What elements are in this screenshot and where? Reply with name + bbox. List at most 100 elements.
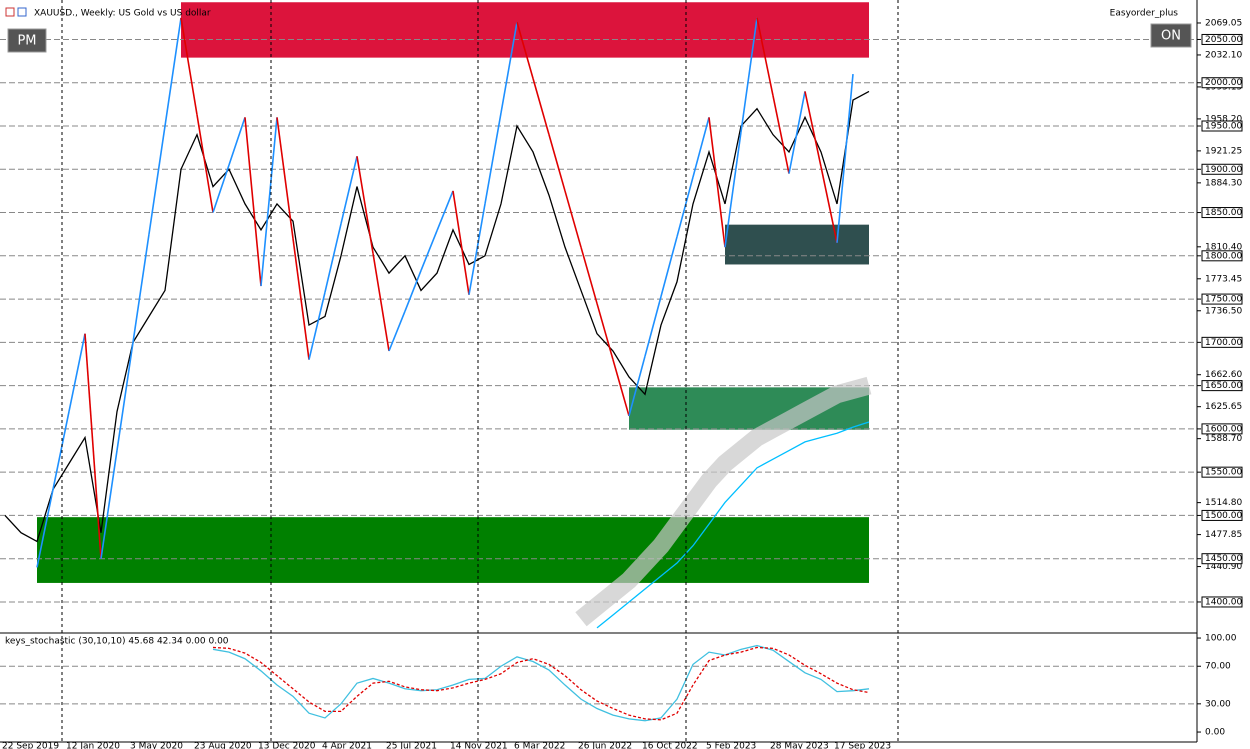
x-tick-label: 12 Jan 2020 <box>66 742 120 749</box>
zigzag-segment <box>564 190 582 248</box>
y-tick-label: 30.00 <box>1205 699 1231 709</box>
zigzag-segment <box>180 17 198 115</box>
zone <box>725 224 869 265</box>
zigzag-segment <box>580 246 598 304</box>
zigzag-segment <box>612 359 630 417</box>
tick-box <box>1201 509 1243 521</box>
zigzag-segment <box>484 112 502 205</box>
y-tick-label: 1921.25 <box>1205 146 1242 156</box>
zigzag-segment <box>644 296 662 357</box>
plot-layer <box>0 2 1197 722</box>
indicator-title: keys_stochastic (30,10,10) 45.68 42.34 0… <box>5 637 229 647</box>
x-tick-label: 22 Sep 2019 <box>2 742 59 749</box>
tick-box <box>1201 207 1243 219</box>
y-tick-label: 1884.30 <box>1205 178 1242 188</box>
series-line <box>575 376 872 627</box>
zigzag-segment <box>676 176 694 237</box>
y-tick-label: 1750.00 <box>1205 295 1242 305</box>
tick-box <box>1201 336 1243 348</box>
zigzag-segment <box>516 21 534 79</box>
y-tick-label: 1477.85 <box>1205 530 1242 540</box>
zigzag-segment <box>420 230 438 271</box>
button-label[interactable]: PM <box>17 34 36 49</box>
time-grid <box>61 0 899 742</box>
y-tick-label: 1440.90 <box>1205 562 1242 572</box>
tick-box <box>1201 120 1243 132</box>
y-tick-label: 1850.00 <box>1205 208 1242 218</box>
x-tick-label: 23 Aug 2020 <box>194 742 252 749</box>
zigzag-segment <box>292 238 310 360</box>
x-tick-label: 6 Mar 2022 <box>514 742 565 749</box>
zigzag-segment <box>820 166 838 243</box>
x-tick-label: 28 May 2023 <box>770 742 829 749</box>
x-tick-label: 25 Jul 2021 <box>386 742 437 749</box>
zigzag-segment <box>228 117 246 166</box>
zigzag-segment <box>468 203 486 295</box>
x-tick-label: 14 Nov 2021 <box>450 742 508 749</box>
y-tick-label: 1625.65 <box>1205 402 1242 412</box>
zigzag-segment <box>84 333 102 559</box>
y-tick-label: 2000.00 <box>1205 78 1242 88</box>
zigzag-segment <box>628 355 646 417</box>
tick-box <box>1201 466 1243 478</box>
zigzag-segment <box>116 342 134 451</box>
y-tick-label: 1736.50 <box>1205 306 1242 316</box>
tick-box <box>1201 553 1243 565</box>
tick-box <box>1201 33 1243 45</box>
x-tick-label: 26 Jun 2022 <box>578 742 632 749</box>
zigzag-segment <box>148 125 166 235</box>
y-tick-label: 70.00 <box>1205 662 1231 672</box>
zigzag-segment <box>372 253 390 352</box>
x-tick-label: 13 Dec 2020 <box>258 742 316 749</box>
zigzag-segment <box>244 117 262 287</box>
zigzag-segment <box>692 117 710 178</box>
y-tick-label: 1810.40 <box>1205 242 1242 252</box>
x-tick-label: 4 Apr 2021 <box>322 742 372 749</box>
series-line <box>596 421 870 629</box>
x-tick-label: 17 Sep 2023 <box>834 742 891 749</box>
y-tick-label: 1600.00 <box>1205 424 1242 434</box>
y-tick-label: 1450.00 <box>1205 554 1242 564</box>
series-line <box>212 644 870 722</box>
tick-box <box>1201 423 1243 435</box>
y-tick-label: 2032.10 <box>1205 50 1242 60</box>
y-tick-label: 0.00 <box>1205 728 1225 738</box>
zigzag-segment <box>340 156 358 224</box>
tick-box <box>1201 293 1243 305</box>
y-tick-label: 1900.00 <box>1205 165 1242 175</box>
zigzag-segment <box>596 303 614 360</box>
zone <box>37 517 869 583</box>
zigzag-segment <box>788 91 806 174</box>
y-tick-label: 1662.60 <box>1205 370 1242 380</box>
zigzag-segment <box>548 134 566 192</box>
tick-box <box>1201 250 1243 262</box>
zigzag-segment <box>260 117 278 287</box>
icon <box>5 7 15 17</box>
zigzag-segment <box>532 78 550 135</box>
zigzag-segment <box>756 17 774 96</box>
zigzag-segment <box>724 131 742 248</box>
y-tick-label: 100.00 <box>1205 634 1237 644</box>
zigzag-segment <box>164 17 182 127</box>
y-tick-label: 1650.00 <box>1205 381 1242 391</box>
zigzag-segment <box>356 156 374 254</box>
tick-box <box>1201 380 1243 392</box>
y-tick-label: 2069.05 <box>1205 18 1242 28</box>
button[interactable] <box>1150 23 1192 48</box>
zigzag-segment <box>100 450 118 559</box>
zigzag-segment <box>36 489 54 568</box>
x-tick-label: 5 Feb 2023 <box>706 742 756 749</box>
button-label[interactable]: ON <box>1161 29 1181 44</box>
zigzag-segment <box>772 95 790 174</box>
series-line <box>212 646 870 721</box>
y-tick-label: 1700.00 <box>1205 338 1242 348</box>
zigzag-segment <box>308 291 326 360</box>
y-tick-label: 1958.20 <box>1205 114 1242 124</box>
zigzag-segment <box>836 74 854 243</box>
zigzag-segment <box>388 310 406 352</box>
y-tick-label: 1514.80 <box>1205 498 1242 508</box>
tick-box <box>1201 596 1243 608</box>
button[interactable] <box>7 28 47 53</box>
